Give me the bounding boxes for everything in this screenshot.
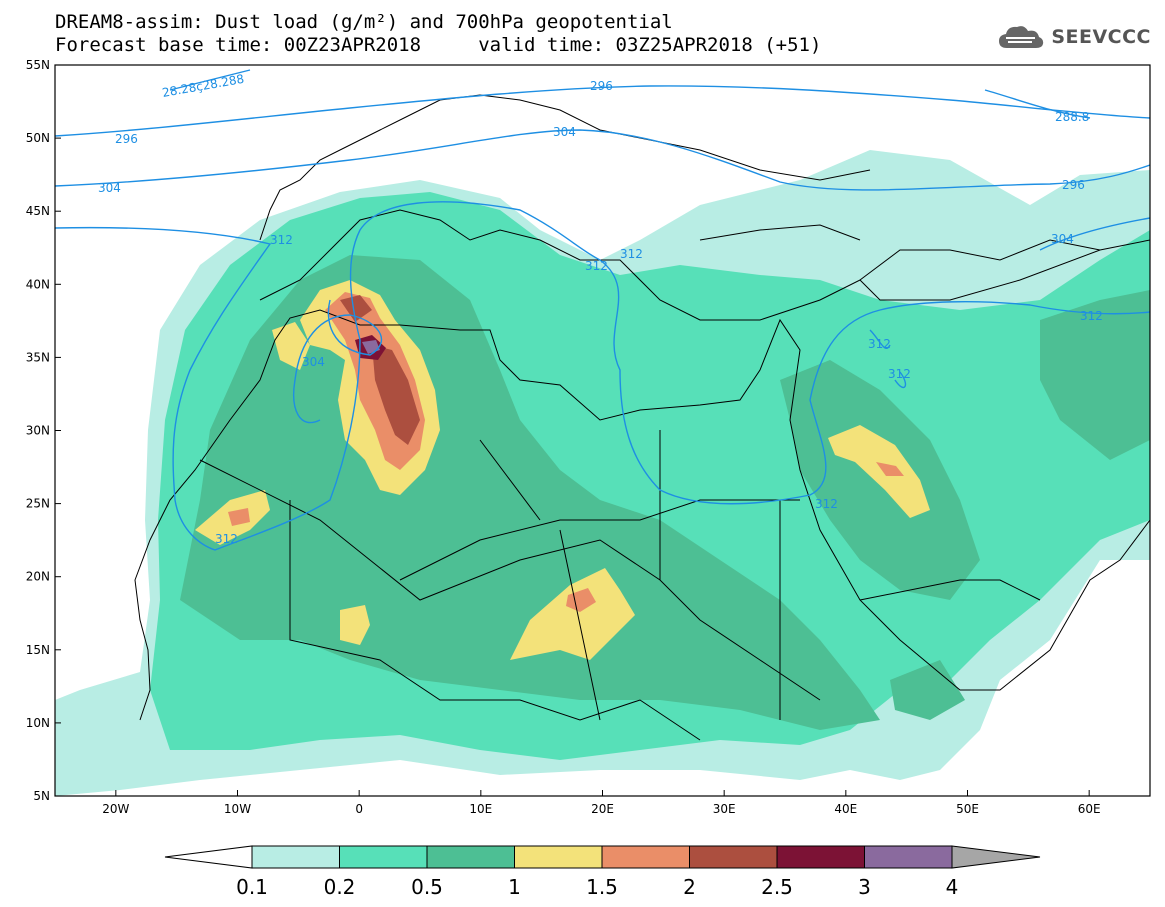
colorbar-under-arrow	[164, 845, 253, 869]
forecast-times: Forecast base time: 00Z23APR2018 valid t…	[55, 34, 822, 56]
axis-ticks: 20W 10W 0 10E 20E 30E 40E 50E 60E 55N 50N 45N 40N 35N…	[26, 58, 1101, 816]
brand-logo: SEEVCCC	[997, 24, 1151, 50]
colorbar-segment	[514, 845, 603, 869]
colorbar-over-arrow	[951, 845, 1041, 869]
colorbar-segment	[426, 845, 515, 869]
contour-label-304c: 304	[1051, 232, 1074, 246]
lat-tick-label: 40N	[26, 277, 50, 291]
colorbar-label: 2.5	[761, 875, 793, 899]
colorbar: 0.1 0.2 0.5 1 1.5 2 2.5 3 4	[164, 845, 1041, 899]
lon-tick-label: 20W	[102, 802, 129, 816]
coastlines	[134, 94, 1150, 741]
contour-label-312b: 312	[620, 247, 643, 261]
colorbar-label: 0.1	[236, 875, 268, 899]
lat-tick-label: 55N	[26, 58, 50, 72]
contour-label-312f: 312	[888, 367, 911, 381]
lat-tick-label: 35N	[26, 350, 50, 364]
lat-tick-label: 5N	[33, 789, 50, 803]
lon-tick-label: 0	[355, 802, 363, 816]
lon-tick-label: 50E	[956, 802, 979, 816]
geopotential-contours	[55, 69, 1150, 551]
lat-tick-label: 45N	[26, 204, 50, 218]
contour-label-304a: 304	[98, 181, 121, 195]
contour-label-296c: 296	[1062, 178, 1085, 192]
colorbar-label: 0.5	[411, 875, 443, 899]
contour-label-304d: 304	[302, 355, 325, 369]
contour-label-312g: 312	[215, 532, 238, 546]
cloud-icon	[999, 26, 1044, 48]
colorbar-label: 1	[508, 875, 521, 899]
colorbar-label: 1.5	[586, 875, 618, 899]
colorbar-label: 2	[683, 875, 696, 899]
lat-tick-label: 30N	[26, 424, 50, 438]
contour-label-312e: 312	[868, 337, 891, 351]
lat-tick-label: 25N	[26, 497, 50, 511]
lon-tick-label: 40E	[834, 802, 857, 816]
brand-name: SEEVCCC	[1051, 26, 1151, 48]
contour-label-312c: 312	[585, 259, 608, 273]
contour-label-296b: 296	[590, 79, 613, 93]
colorbar-segment	[339, 845, 428, 869]
contour-label-312h: 312	[815, 497, 838, 511]
lat-tick-label: 15N	[26, 643, 50, 657]
lat-tick-label: 10N	[26, 716, 50, 730]
contour-label-296a: 296	[115, 132, 138, 146]
contour-label-312d: 312	[1080, 309, 1103, 323]
colorbar-segment	[601, 845, 690, 869]
colorbar-label: 0.2	[324, 875, 356, 899]
lat-tick-label: 50N	[26, 131, 50, 145]
colorbar-segment	[776, 845, 865, 869]
lon-tick-label: 60E	[1078, 802, 1101, 816]
colorbar-segment	[864, 845, 953, 869]
lon-tick-label: 30E	[713, 802, 736, 816]
contour-label-304b: 304	[553, 125, 576, 139]
lat-tick-label: 20N	[26, 570, 50, 584]
lon-tick-label: 10W	[224, 802, 251, 816]
colorbar-segment	[251, 845, 340, 869]
colorbar-segment	[689, 845, 778, 869]
lon-tick-label: 20E	[591, 802, 614, 816]
lon-tick-label: 10E	[469, 802, 492, 816]
contour-label-288b: 288.8	[1055, 110, 1089, 124]
map-title: DREAM8-assim: Dust load (g/m²) and 700hP…	[55, 11, 673, 33]
colorbar-label: 4	[946, 875, 959, 899]
contour-label-312a: 312	[270, 233, 293, 247]
colorbar-label: 3	[858, 875, 871, 899]
